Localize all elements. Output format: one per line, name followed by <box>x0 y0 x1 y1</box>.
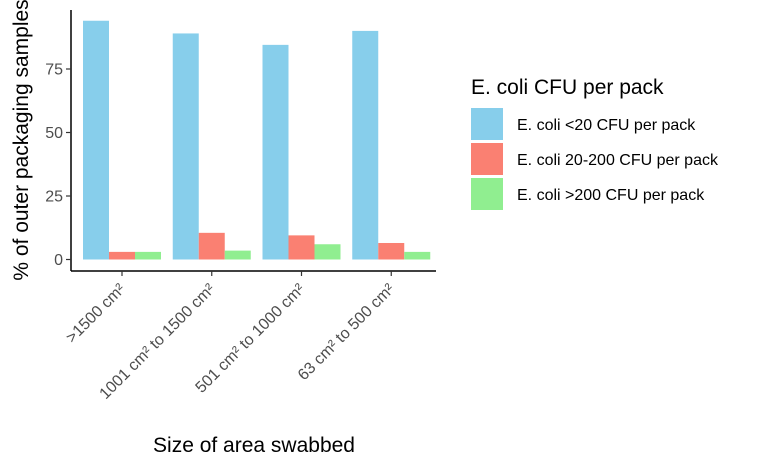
bar <box>314 244 341 260</box>
legend-label: E. coli <20 CFU per pack <box>517 117 696 134</box>
legend-swatch <box>471 143 503 175</box>
bar <box>288 235 315 260</box>
bar <box>352 30 379 260</box>
legend: E. coli CFU per pack E. coli <20 CFU per… <box>471 76 719 210</box>
bar <box>83 20 109 260</box>
bar <box>224 250 251 260</box>
bar <box>135 251 161 260</box>
bar <box>262 44 289 260</box>
bar <box>109 251 135 260</box>
bars-group <box>83 20 431 260</box>
bar <box>198 232 225 260</box>
x-tick-label: 63 cm² to 500 cm² <box>295 280 399 384</box>
y-axis-title: % of outer packaging samples <box>10 0 33 281</box>
legend-swatch <box>471 108 503 140</box>
bar <box>404 251 431 260</box>
axes-group <box>70 10 436 272</box>
y-tick-label: 75 <box>45 62 63 79</box>
bar <box>172 33 199 260</box>
y-tick-label: 50 <box>45 125 63 142</box>
y-tick-label: 0 <box>54 252 63 269</box>
legend-label: E. coli >200 CFU per pack <box>517 187 705 204</box>
legend-label: E. coli 20-200 CFU per pack <box>517 152 719 169</box>
x-tick-label: >1500 cm² <box>63 280 129 346</box>
bar <box>378 242 405 260</box>
x-axis-title: Size of area swabbed <box>153 434 355 457</box>
legend-swatch <box>471 178 503 210</box>
y-ticks-group: 0 25 50 75 <box>45 62 71 269</box>
legend-title: E. coli CFU per pack <box>471 76 664 99</box>
y-tick-label: 25 <box>45 189 63 206</box>
